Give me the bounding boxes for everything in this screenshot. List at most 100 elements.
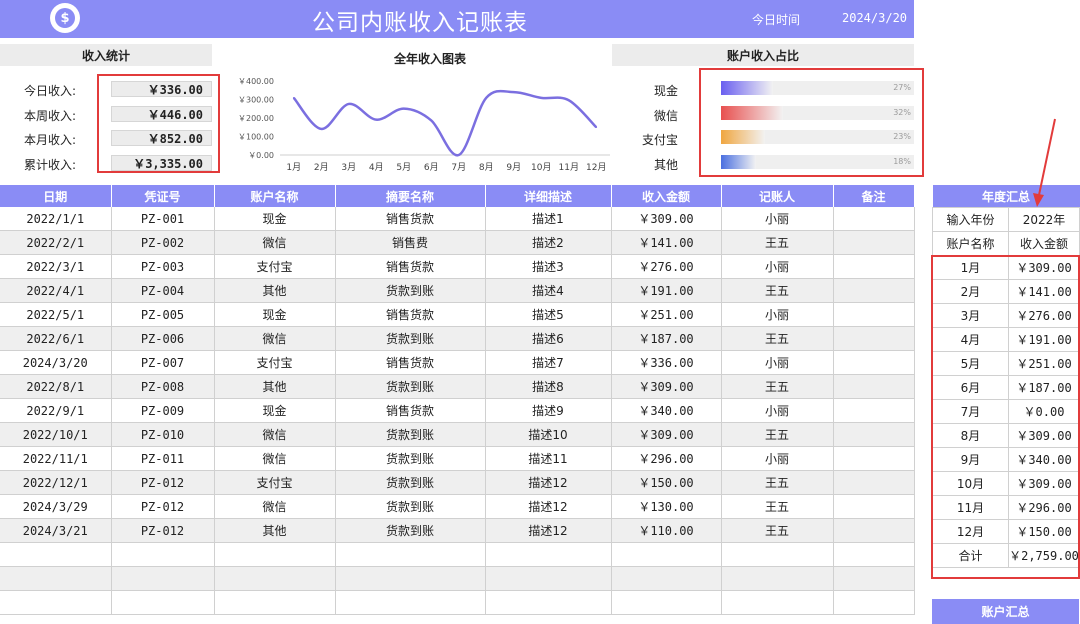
cell-date[interactable]: 2022/1/1 <box>0 207 112 231</box>
cell-voucher[interactable] <box>111 590 215 615</box>
cell-amount[interactable]: ￥309.00 <box>611 207 722 231</box>
cell-recorder[interactable]: 小丽 <box>721 350 834 375</box>
cell-remark[interactable] <box>833 470 915 495</box>
cell-account[interactable]: 微信 <box>214 230 336 255</box>
cell-detail[interactable]: 描述9 <box>485 398 612 423</box>
col-header-amount[interactable]: 收入金额 <box>611 185 722 207</box>
cell-remark[interactable] <box>833 207 915 231</box>
year-amount-cell[interactable]: ￥309.00 <box>1007 255 1080 280</box>
cell-date[interactable]: 2022/8/1 <box>0 374 112 399</box>
cell-recorder[interactable]: 王五 <box>721 518 834 543</box>
cell-account[interactable]: 现金 <box>214 207 336 231</box>
cell-summary[interactable]: 销售费 <box>335 230 486 255</box>
table-row[interactable]: 2024/3/29 PZ-012 微信 货款到账 描述12 ￥130.00 王五 <box>0 494 915 519</box>
cell-remark[interactable] <box>833 422 915 447</box>
cell-remark[interactable] <box>833 254 915 279</box>
cell-recorder[interactable]: 小丽 <box>721 254 834 279</box>
table-row[interactable]: 2024/3/20 PZ-007 支付宝 销售货款 描述7 ￥336.00 小丽 <box>0 350 915 375</box>
cell-recorder[interactable]: 王五 <box>721 326 834 351</box>
cell-remark[interactable] <box>833 518 915 543</box>
cell-voucher[interactable]: PZ-011 <box>111 446 215 471</box>
table-row[interactable] <box>0 542 915 567</box>
cell-account[interactable]: 现金 <box>214 398 336 423</box>
cell-detail[interactable]: 描述11 <box>485 446 612 471</box>
year-amount-cell[interactable]: ￥141.00 <box>1007 279 1080 304</box>
cell-detail[interactable]: 描述6 <box>485 326 612 351</box>
col-header-recorder[interactable]: 记账人 <box>721 185 834 207</box>
year-month-cell[interactable]: 11月 <box>932 495 1009 520</box>
cell-account[interactable]: 支付宝 <box>214 350 336 375</box>
cell-detail[interactable]: 描述4 <box>485 278 612 303</box>
cell-detail[interactable]: 描述12 <box>485 518 612 543</box>
cell-detail[interactable]: 描述8 <box>485 374 612 399</box>
cell-remark[interactable] <box>833 566 915 591</box>
year-input-value[interactable]: 2022年 <box>1007 207 1080 232</box>
cell-account[interactable]: 微信 <box>214 446 336 471</box>
cell-summary[interactable] <box>335 542 486 567</box>
year-amount-cell[interactable]: ￥187.00 <box>1007 375 1080 400</box>
cell-amount[interactable]: ￥296.00 <box>611 446 722 471</box>
cell-date[interactable]: 2022/2/1 <box>0 230 112 255</box>
cell-amount[interactable] <box>611 590 722 615</box>
table-row[interactable]: 2022/5/1 PZ-005 现金 销售货款 描述5 ￥251.00 小丽 <box>0 302 915 327</box>
cell-remark[interactable] <box>833 494 915 519</box>
cell-amount[interactable]: ￥191.00 <box>611 278 722 303</box>
cell-remark[interactable] <box>833 326 915 351</box>
cell-voucher[interactable]: PZ-007 <box>111 350 215 375</box>
cell-voucher[interactable]: PZ-012 <box>111 518 215 543</box>
table-row[interactable]: 2022/2/1 PZ-002 微信 销售费 描述2 ￥141.00 王五 <box>0 230 915 255</box>
cell-voucher[interactable] <box>111 566 215 591</box>
col-header-summary[interactable]: 摘要名称 <box>335 185 486 207</box>
cell-detail[interactable] <box>485 566 612 591</box>
cell-recorder[interactable]: 王五 <box>721 470 834 495</box>
cell-voucher[interactable]: PZ-012 <box>111 470 215 495</box>
cell-account[interactable]: 其他 <box>214 518 336 543</box>
cell-detail[interactable]: 描述3 <box>485 254 612 279</box>
cell-summary[interactable]: 销售货款 <box>335 302 486 327</box>
table-row[interactable]: 2022/3/1 PZ-003 支付宝 销售货款 描述3 ￥276.00 小丽 <box>0 254 915 279</box>
cell-amount[interactable] <box>611 542 722 567</box>
year-amount-cell[interactable]: ￥276.00 <box>1007 303 1080 328</box>
cell-remark[interactable] <box>833 278 915 303</box>
cell-account[interactable]: 微信 <box>214 326 336 351</box>
cell-summary[interactable]: 销售货款 <box>335 398 486 423</box>
table-row[interactable]: 2022/11/1 PZ-011 微信 货款到账 描述11 ￥296.00 小丽 <box>0 446 915 471</box>
cell-date[interactable]: 2022/3/1 <box>0 254 112 279</box>
year-month-cell[interactable]: 8月 <box>932 423 1009 448</box>
cell-remark[interactable] <box>833 590 915 615</box>
cell-date[interactable] <box>0 542 112 567</box>
cell-date[interactable]: 2022/10/1 <box>0 422 112 447</box>
cell-account[interactable]: 支付宝 <box>214 254 336 279</box>
cell-date[interactable]: 2022/4/1 <box>0 278 112 303</box>
cell-detail[interactable] <box>485 542 612 567</box>
table-row[interactable]: 2022/4/1 PZ-004 其他 货款到账 描述4 ￥191.00 王五 <box>0 278 915 303</box>
cell-account[interactable] <box>214 542 336 567</box>
cell-date[interactable] <box>0 566 112 591</box>
table-row[interactable]: 2022/12/1 PZ-012 支付宝 货款到账 描述12 ￥150.00 王五 <box>0 470 915 495</box>
cell-remark[interactable] <box>833 302 915 327</box>
cell-recorder[interactable] <box>721 590 834 615</box>
col-header-voucher[interactable]: 凭证号 <box>111 185 215 207</box>
cell-summary[interactable]: 销售货款 <box>335 254 486 279</box>
cell-summary[interactable]: 货款到账 <box>335 518 486 543</box>
cell-detail[interactable]: 描述1 <box>485 207 612 231</box>
cell-summary[interactable]: 货款到账 <box>335 422 486 447</box>
year-amount-cell[interactable]: ￥251.00 <box>1007 351 1080 376</box>
stat-value-today[interactable]: ￥336.00 <box>111 81 212 97</box>
year-month-cell[interactable]: 12月 <box>932 519 1009 544</box>
cell-amount[interactable]: ￥141.00 <box>611 230 722 255</box>
cell-date[interactable]: 2022/12/1 <box>0 470 112 495</box>
year-month-cell[interactable]: 5月 <box>932 351 1009 376</box>
cell-voucher[interactable]: PZ-006 <box>111 326 215 351</box>
cell-recorder[interactable]: 小丽 <box>721 302 834 327</box>
cell-recorder[interactable]: 小丽 <box>721 207 834 231</box>
cell-summary[interactable]: 货款到账 <box>335 326 486 351</box>
cell-summary[interactable]: 货款到账 <box>335 278 486 303</box>
cell-recorder[interactable]: 王五 <box>721 278 834 303</box>
table-row[interactable]: 2022/9/1 PZ-009 现金 销售货款 描述9 ￥340.00 小丽 <box>0 398 915 423</box>
cell-amount[interactable]: ￥130.00 <box>611 494 722 519</box>
cell-amount[interactable]: ￥150.00 <box>611 470 722 495</box>
cell-recorder[interactable]: 王五 <box>721 230 834 255</box>
cell-detail[interactable]: 描述5 <box>485 302 612 327</box>
cell-voucher[interactable]: PZ-004 <box>111 278 215 303</box>
